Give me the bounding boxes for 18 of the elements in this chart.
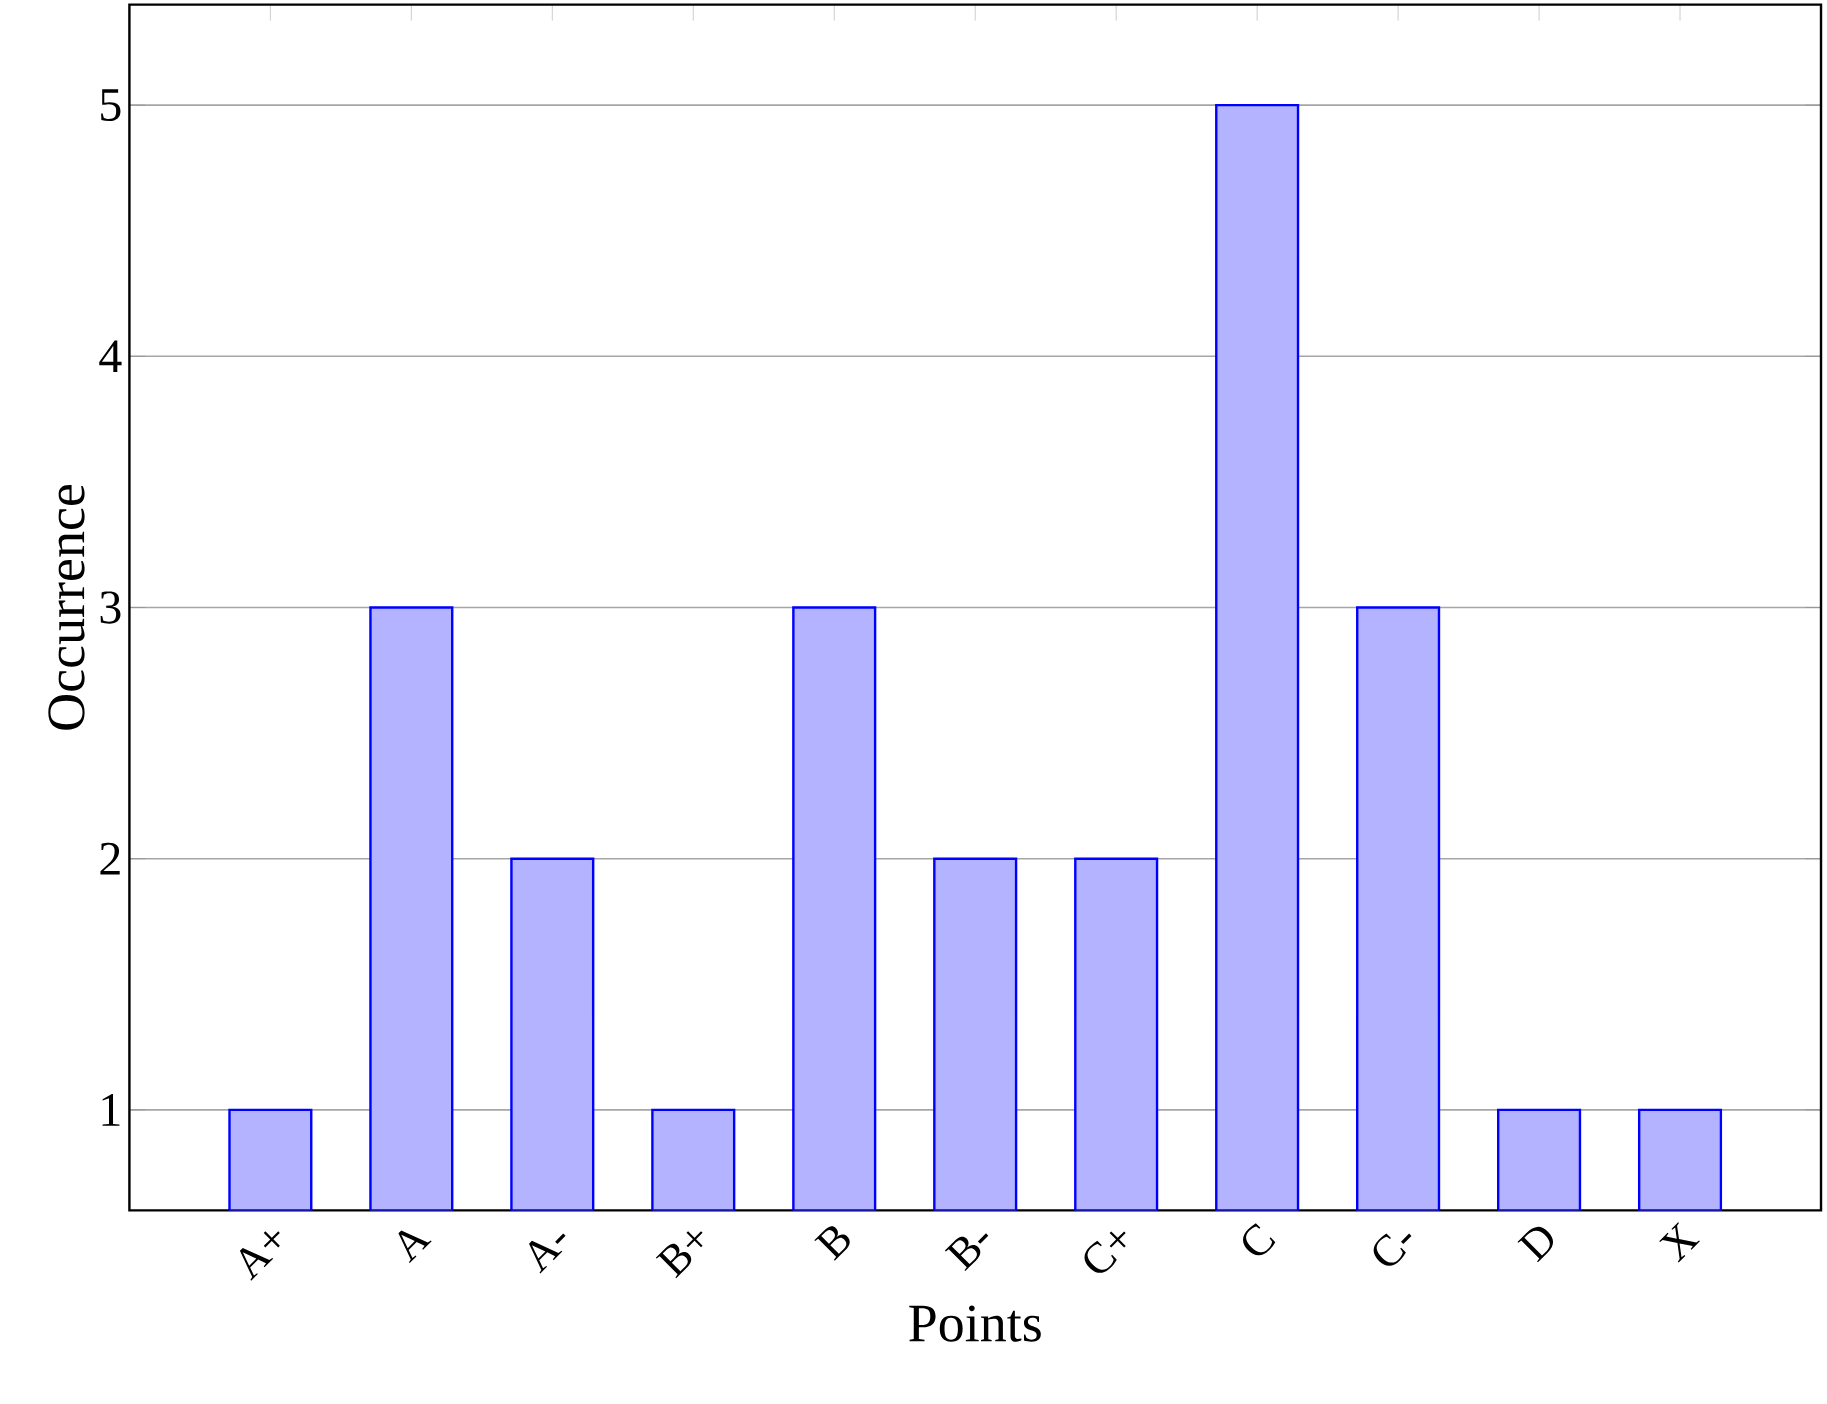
x-tick-label: C- — [1373, 1233, 1412, 1266]
y-tick-label: 5 — [101, 89, 121, 122]
x-tick-label: A+ — [239, 1231, 280, 1281]
y-axis-title: Occurrence — [48, 484, 85, 730]
x-tick-label: A- — [529, 1233, 566, 1274]
x-tick-label: C — [1243, 1223, 1276, 1256]
y-tick-label: 3 — [100, 591, 121, 624]
x-tick-label: B — [814, 1226, 850, 1261]
x-tick-label: C+ — [1084, 1231, 1126, 1273]
y-tick-label: 2 — [100, 842, 120, 875]
y-tick-label: 4 — [99, 340, 122, 373]
x-tick-label: B+ — [655, 1231, 703, 1279]
x-axis-title: Points — [909, 1305, 1041, 1342]
x-tick-label: X — [1659, 1222, 1700, 1263]
x-tick-label: D — [1517, 1226, 1554, 1263]
x-tick-label: B- — [944, 1233, 989, 1271]
x-tick-label: A — [398, 1230, 432, 1264]
y-tick-label: 1 — [102, 1094, 120, 1126]
